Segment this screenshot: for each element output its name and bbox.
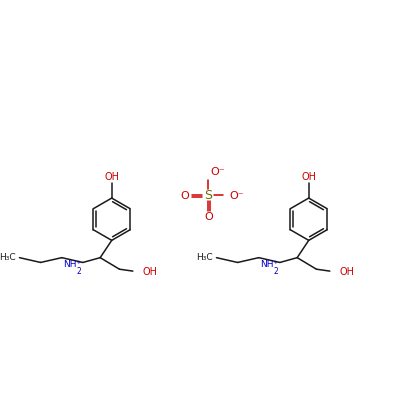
Text: O⁻: O⁻ — [211, 167, 225, 177]
Text: H₃C: H₃C — [0, 253, 16, 262]
Text: OH: OH — [142, 267, 158, 277]
Text: S: S — [204, 189, 212, 202]
Text: 2: 2 — [273, 267, 278, 276]
Text: NH⁺: NH⁺ — [63, 260, 81, 269]
Text: O⁻: O⁻ — [229, 191, 244, 201]
Text: O: O — [204, 212, 213, 222]
Text: 2: 2 — [76, 267, 81, 276]
Text: OH: OH — [301, 172, 316, 182]
Text: H₃C: H₃C — [196, 253, 213, 262]
Text: O: O — [180, 191, 189, 201]
Text: OH: OH — [104, 172, 119, 182]
Text: OH: OH — [340, 267, 354, 277]
Text: NH⁺: NH⁺ — [260, 260, 278, 269]
